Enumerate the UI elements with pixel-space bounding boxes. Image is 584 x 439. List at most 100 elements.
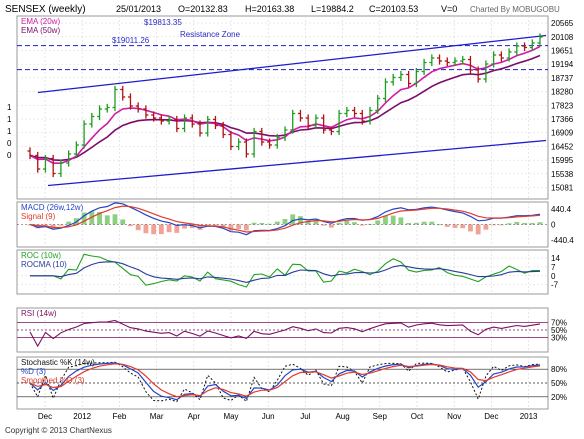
annotation-resistance-zone: Resistance Zone — [180, 30, 241, 39]
macd-histogram-bar — [35, 224, 41, 229]
price-tick-label: 17366 — [551, 115, 574, 124]
macd-histogram-bar — [390, 215, 396, 225]
price-tick-label: 19194 — [551, 60, 574, 69]
price-tick-label: 19651 — [551, 46, 574, 55]
tick-labels: Dec 2012 Feb Mar Apr May Jun Jul Aug Sep Oct Nov Dec… — [7, 19, 574, 421]
macd-histogram-bar — [290, 214, 296, 225]
macd-histogram-bar — [267, 223, 272, 225]
legend-ema50: EMA (50w) — [21, 26, 60, 35]
roc-tick-label: 0 — [551, 272, 556, 281]
legend-rocma: ROCMA (10) — [21, 260, 67, 269]
x-tick-label: Sep — [373, 412, 388, 421]
price-tick-label: 20565 — [551, 19, 574, 28]
rsi-tick-label: 50% — [551, 326, 567, 335]
rsi-tick-label: 70% — [551, 318, 567, 327]
stoch-tick-label: 50% — [551, 379, 567, 388]
macd-histogram-bar — [228, 224, 234, 231]
macd-histogram-bar — [537, 222, 543, 225]
x-tick-label: Jun — [262, 412, 275, 421]
legend-macd: MACD (26w,12w) — [21, 203, 84, 212]
x-tick-label: Jul — [300, 412, 310, 421]
macd-histogram-bar — [383, 215, 388, 225]
legend-stoch-k: Stochastic %K (14w) — [21, 358, 95, 367]
x-tick-label: Oct — [411, 412, 424, 421]
price-tick-label: 17823 — [551, 101, 574, 110]
macd-histogram-bar — [50, 224, 56, 229]
macd-histogram-bar — [313, 221, 319, 225]
left-axis-label: 0 — [7, 139, 12, 148]
macd-histogram-bar — [66, 221, 72, 225]
annotation-19011: $19011.26 — [112, 36, 150, 45]
rsi-tick-label: 30% — [551, 334, 567, 343]
price-tick-label: 15538 — [551, 170, 574, 179]
macd-histogram-bar — [305, 220, 311, 225]
macd-histogram-bar — [259, 223, 265, 225]
legend-roc: ROC (10w) — [21, 251, 61, 260]
macd-histogram-bar — [359, 224, 365, 226]
macd-histogram-bar — [498, 224, 504, 226]
macd-histogram-bar — [529, 222, 535, 225]
legend-ema20: EMA (20w) — [21, 17, 60, 26]
macd-histogram-bar — [43, 224, 48, 226]
macd-line — [29, 202, 541, 236]
macd-histogram-bar — [213, 224, 218, 226]
macd-histogram-bar — [506, 223, 512, 225]
open-label: O=20132.83 — [178, 4, 228, 14]
roc-tick-label: 14 — [551, 254, 560, 263]
macd-histogram-bar — [475, 224, 481, 235]
macd-histogram-bar — [274, 221, 280, 225]
x-tick-label: Nov — [447, 412, 461, 421]
x-tick-label: Feb — [113, 412, 127, 421]
macd-histogram-bar — [437, 224, 442, 226]
left-axis-label: 1 — [7, 103, 12, 112]
credit-label: Charted By MOBUGOBU — [470, 5, 560, 14]
indicator-layer — [17, 202, 548, 403]
macd-histogram-bar — [182, 224, 187, 229]
macd-histogram-bar — [336, 222, 342, 225]
macd-tick-label: 0 — [551, 221, 556, 230]
price-tick-label: 18280 — [551, 88, 574, 97]
macd-histogram-bar — [375, 220, 381, 225]
symbol-title: SENSEX (weekly) — [5, 4, 86, 15]
macd-histogram-bar — [460, 224, 466, 229]
macd-histogram-bar — [452, 224, 458, 228]
price-legend: EMA (20w) EMA (50w) — [21, 17, 60, 35]
macd-histogram-bar — [421, 221, 427, 225]
annotation-19813: $19813.35 — [144, 18, 182, 27]
rocma-line — [30, 261, 541, 283]
x-tick-label: Dec — [38, 412, 52, 421]
rsi-line — [29, 319, 541, 348]
macd-histogram-bar — [205, 224, 211, 226]
price-tick-label: 20108 — [551, 33, 574, 42]
macd-histogram-bar — [483, 224, 489, 230]
price-panel — [16, 15, 549, 200]
macd-histogram-bar — [220, 224, 226, 228]
stoch-tick-label: 20% — [551, 393, 567, 402]
signal-line — [29, 205, 541, 233]
macd-histogram-bar — [444, 224, 450, 227]
macd-histogram-bar — [344, 220, 350, 225]
macd-histogram-bar — [151, 224, 157, 235]
roc-tick-label: 7 — [551, 263, 556, 272]
price-tick-label: 15995 — [551, 156, 574, 165]
copyright: Copyright © 2013 ChartNexus — [5, 426, 112, 435]
macd-histogram-bar — [251, 222, 257, 225]
left-axis-label: 1 — [7, 115, 12, 124]
macd-histogram-bar — [189, 224, 195, 229]
stoch-tick-label: 80% — [551, 365, 567, 374]
close-label: C=20103.53 — [369, 4, 418, 14]
x-tick-label: 2012 — [73, 412, 91, 421]
macd-histogram-bar — [104, 215, 110, 225]
macd-histogram-bar — [298, 216, 303, 225]
macd-histogram-bar — [174, 224, 180, 233]
macd-histogram-bar — [514, 221, 520, 225]
macd-histogram-bar — [58, 224, 64, 226]
left-axis-label: 0 — [7, 151, 12, 160]
macd-histogram-bar — [97, 212, 102, 225]
x-tick-label: Aug — [335, 412, 349, 421]
macd-histogram-bar — [236, 224, 242, 229]
macd-histogram-bar — [120, 219, 126, 225]
macd-histogram-bar — [406, 222, 412, 225]
